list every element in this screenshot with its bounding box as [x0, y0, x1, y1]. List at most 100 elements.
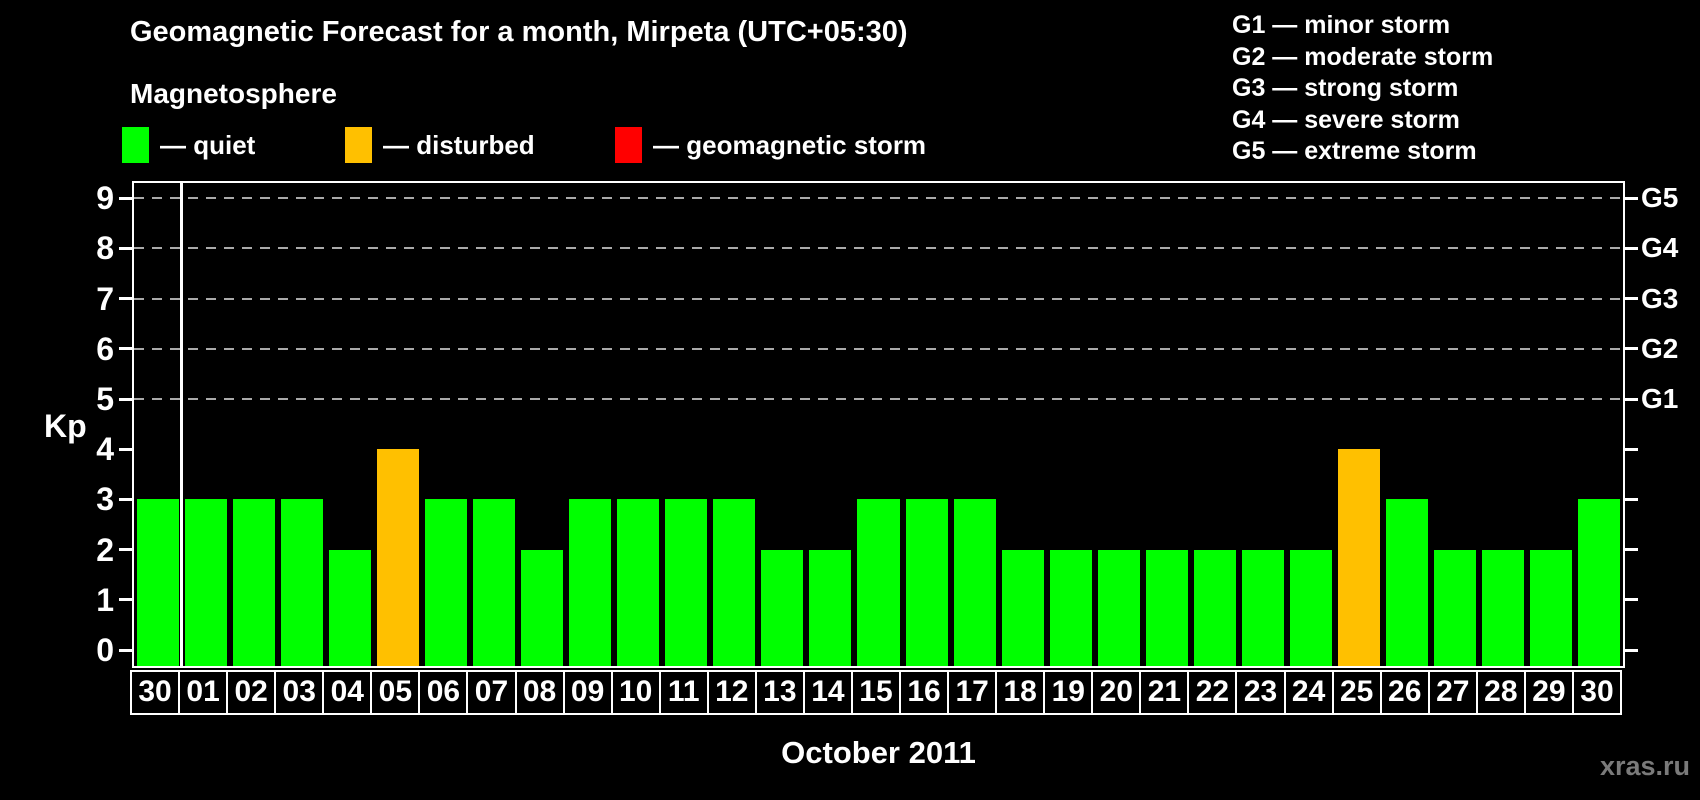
kp-bar-day-21: [1145, 549, 1188, 666]
left-axis-tick: [119, 196, 132, 200]
day-label: 13: [754, 670, 805, 715]
kp-bar-day-30: [1577, 499, 1620, 666]
y-axis-title: Kp: [44, 408, 87, 444]
storm-scale-line: G2 — moderate storm: [1232, 42, 1494, 71]
kp-bar-day-28: [1481, 549, 1524, 666]
left-axis-tick: [119, 347, 132, 351]
kp-bar-day-27: [1433, 549, 1476, 666]
day-label: 28: [1475, 670, 1526, 715]
kp-bar-day-08: [521, 549, 564, 666]
x-axis-day-labels: 30 01 02 03 04 05 06 07 08 09 10 11 12 13 14 15 16 17 18 19…: [130, 670, 1624, 715]
day-label: 22: [1187, 670, 1238, 715]
x-axis-title: October 2011: [781, 735, 976, 770]
right-axis-label-G4: G4: [1641, 232, 1679, 264]
quiet-color-swatch: [122, 127, 149, 163]
day-label: 04: [322, 670, 373, 715]
kp-bar-day-18: [1001, 549, 1044, 666]
day-label: 21: [1139, 670, 1190, 715]
left-axis-tick: [119, 548, 132, 552]
gridline-G4: [134, 247, 1623, 250]
right-axis-tick: [1625, 397, 1638, 401]
right-axis-tick: [1625, 196, 1638, 200]
kp-bar-day-24: [1289, 549, 1332, 666]
day-label: 29: [1523, 670, 1574, 715]
left-axis-tick: [119, 648, 132, 652]
left-axis-tick: [119, 447, 132, 451]
day-label: 24: [1283, 670, 1334, 715]
left-axis-tick: [119, 397, 132, 401]
storm-scale-legend: G1 — minor storm G2 — moderate storm G3 — …: [1232, 10, 1493, 168]
day-label: 02: [226, 670, 277, 715]
day-label: 07: [466, 670, 517, 715]
kp-bar-day-30: [137, 499, 180, 666]
legend-item-disturbed: — disturbed: [345, 126, 535, 164]
right-axis-tick: [1625, 548, 1638, 552]
kp-bar-day-07: [473, 499, 516, 666]
day-label: 08: [514, 670, 565, 715]
kp-bar-day-26: [1385, 499, 1428, 666]
right-axis-tick: [1625, 598, 1638, 602]
kp-bar-day-17: [953, 499, 996, 666]
kp-bar-day-22: [1193, 549, 1236, 666]
legend-item-label: — quiet: [160, 129, 256, 160]
kp-bar-day-23: [1241, 549, 1284, 666]
day-label: 30: [130, 670, 181, 715]
day-label: 18: [995, 670, 1046, 715]
y-tick-label: 6: [96, 330, 114, 367]
left-axis-tick: [119, 246, 132, 250]
day-label: 09: [562, 670, 613, 715]
gridline-G5: [134, 197, 1623, 200]
y-tick-label: 9: [96, 180, 114, 217]
left-axis-tick: [119, 598, 132, 602]
y-tick-label: 8: [96, 230, 114, 267]
y-tick-label: 4: [96, 431, 114, 468]
day-label: 30: [1571, 670, 1622, 715]
legend-item-quiet: — quiet: [122, 126, 255, 164]
right-axis-label-G5: G5: [1641, 182, 1679, 214]
day-label: 01: [178, 670, 229, 715]
day-label: 23: [1235, 670, 1286, 715]
day-label: 12: [706, 670, 757, 715]
storm-scale-line: G5 — extreme storm: [1232, 137, 1477, 165]
kp-bar-day-19: [1049, 549, 1092, 666]
kp-bar-day-16: [905, 499, 948, 666]
right-axis-tick: [1625, 347, 1638, 351]
day-label: 20: [1091, 670, 1142, 715]
day-label: 16: [899, 670, 950, 715]
magnetosphere-label: Magnetosphere: [130, 78, 337, 109]
storm-scale-line: G3 — strong storm: [1232, 74, 1459, 102]
right-axis-label-G1: G1: [1641, 383, 1679, 414]
y-tick-label: 7: [96, 280, 114, 317]
storm-scale-line: G4 — severe storm: [1232, 105, 1460, 134]
y-tick-label: 0: [96, 632, 114, 668]
day-label: 11: [658, 670, 709, 715]
chart-title: Geomagnetic Forecast for a month, Mirpet…: [130, 16, 908, 48]
right-axis-label-G3: G3: [1641, 282, 1679, 314]
y-tick-label: 1: [96, 581, 114, 618]
left-axis-tick: [119, 497, 132, 501]
disturbed-color-swatch: [345, 127, 372, 163]
kp-bar-day-14: [809, 549, 852, 666]
kp-bar-day-13: [761, 549, 804, 666]
day-label: 27: [1427, 670, 1478, 715]
storm-scale-line: G1 — minor storm: [1232, 11, 1451, 39]
day-label: 06: [418, 670, 469, 715]
right-axis-tick: [1625, 297, 1638, 301]
gridline-G2: [134, 347, 1623, 350]
kp-bar-day-04: [329, 549, 372, 666]
y-tick-label: 2: [96, 531, 114, 568]
day-label: 03: [274, 670, 325, 715]
gridline-G3: [134, 297, 1623, 300]
day-label: 15: [850, 670, 902, 715]
storm-color-swatch: [615, 127, 642, 163]
right-axis-label-G2: G2: [1641, 332, 1679, 364]
legend-item-label: — geomagnetic storm: [653, 129, 927, 160]
day-label: 17: [947, 670, 998, 715]
plot-area: 0 1 2 3 4 5 6 7 8 9 G1 G2 G3 G4 G5: [96, 180, 1678, 668]
kp-bar-day-01: [185, 499, 228, 666]
legend-item-label: — disturbed: [383, 129, 535, 160]
kp-bar-day-20: [1097, 549, 1140, 666]
kp-bar-day-10: [617, 499, 660, 666]
month-separator-line: [180, 183, 183, 666]
